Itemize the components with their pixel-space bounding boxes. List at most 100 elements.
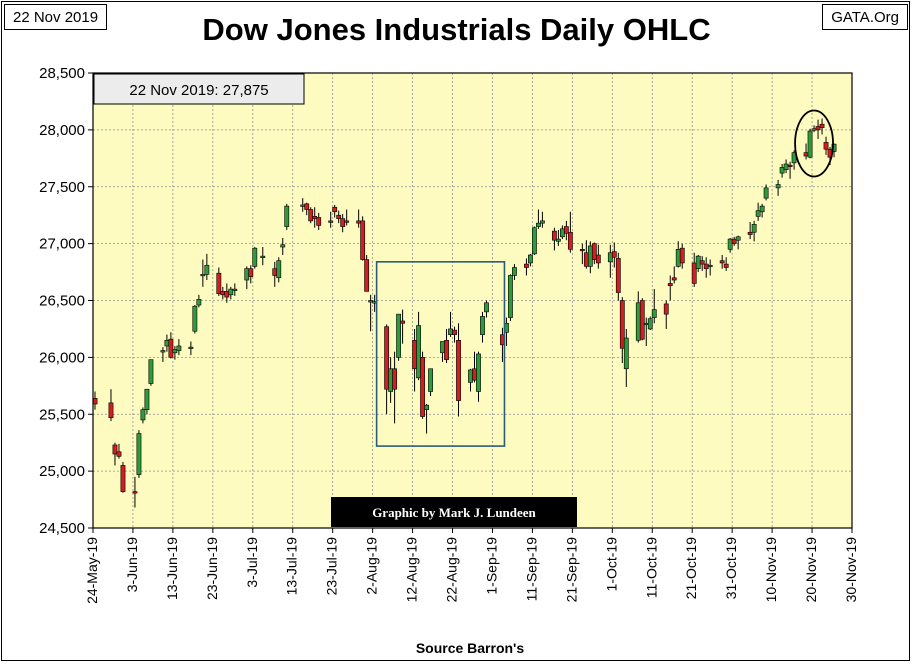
candle-body	[368, 300, 374, 303]
x-tick-label: 12-Aug-19	[404, 537, 420, 603]
down-candle	[719, 255, 725, 269]
candle-body	[248, 268, 254, 277]
candle-body	[747, 231, 753, 235]
candle-body	[607, 252, 613, 263]
candle-body	[336, 214, 342, 219]
candle-body	[328, 220, 334, 223]
candle-body	[228, 288, 234, 296]
x-tick-label: 13-Jul-19	[284, 537, 300, 596]
candle-body	[144, 388, 150, 411]
candle-body	[587, 245, 593, 267]
candle-body	[755, 210, 761, 217]
up-candle	[831, 143, 837, 158]
x-tick-label: 21-Oct-19	[683, 537, 699, 599]
candle-body	[815, 126, 821, 131]
candle-body	[703, 263, 709, 269]
down-candle	[563, 220, 569, 241]
candle-body	[332, 206, 338, 213]
candle-body	[779, 167, 785, 174]
candle-body	[196, 299, 202, 306]
candle-body	[675, 249, 681, 267]
candle-body	[524, 263, 529, 268]
candle-body	[360, 220, 366, 260]
x-tick-label: 1-Oct-19	[603, 537, 619, 592]
down-candle	[691, 252, 697, 287]
y-axis: 24,500 25,000 25,500 26,000 26,500 27,000 27,5…	[39, 65, 93, 537]
y-tick-label: 28,000	[39, 122, 85, 139]
up-candle	[192, 305, 198, 334]
candle-body	[532, 227, 537, 255]
candle-body	[340, 218, 346, 227]
candle-body	[699, 260, 705, 265]
x-tick-label: 23-Jul-19	[324, 537, 340, 596]
candle-body	[232, 288, 238, 291]
down-candle	[308, 207, 314, 224]
up-candle	[651, 289, 657, 324]
y-tick-label: 25,500	[39, 406, 85, 423]
candle-body	[416, 325, 421, 379]
candle-body	[759, 205, 765, 213]
candle-body	[671, 277, 677, 281]
x-tick-label: 30-Nov-19	[843, 537, 859, 603]
ohlc-bars	[92, 118, 837, 508]
candle-body	[160, 350, 166, 353]
up-candle	[647, 316, 653, 331]
up-candle	[735, 235, 741, 250]
up-candle	[532, 226, 537, 255]
up-candle	[172, 346, 178, 360]
candle-body	[448, 328, 453, 335]
candle-body	[707, 264, 713, 268]
candle-body	[468, 369, 473, 383]
candle-body	[364, 259, 370, 292]
candle-body	[555, 238, 561, 242]
up-candle	[484, 300, 489, 318]
candle-body	[480, 316, 485, 335]
y-tick-label: 25,000	[39, 463, 85, 480]
candle-body	[559, 228, 565, 238]
candle-body	[639, 300, 645, 340]
candle-body	[623, 337, 629, 370]
candle-body	[619, 300, 625, 349]
candle-body	[695, 255, 701, 269]
down-candle	[444, 328, 449, 364]
down-candle	[364, 255, 370, 292]
up-candle	[763, 184, 769, 201]
x-axis-label: Source Barron's	[415, 640, 525, 656]
credit-box: Graphic by Mark J. Lundeen	[331, 497, 577, 527]
down-candle	[120, 462, 126, 493]
highlight-circle	[794, 109, 834, 178]
up-candle	[540, 211, 545, 228]
up-candle	[727, 237, 733, 253]
candle-body	[188, 346, 194, 349]
candle-body	[148, 359, 154, 384]
down-candle	[679, 243, 685, 269]
down-candle	[112, 442, 118, 466]
candle-body	[567, 231, 573, 250]
candle-body	[428, 368, 433, 392]
candle-body	[508, 275, 513, 318]
down-candle	[132, 476, 138, 508]
up-candle	[144, 388, 150, 415]
up-candle	[200, 259, 206, 287]
x-tick-label: 31-Oct-19	[723, 537, 739, 599]
candle-body	[440, 341, 445, 354]
x-tick-label: 3-Jun-19	[124, 537, 140, 592]
up-candle	[276, 257, 282, 283]
candle-body	[224, 291, 230, 298]
candle-body	[192, 305, 198, 332]
x-tick-label: 3-Jul-19	[244, 537, 260, 588]
x-tick-label: 2-Aug-19	[364, 537, 380, 595]
candle-body	[667, 283, 673, 287]
candle-body	[751, 223, 757, 233]
up-candle	[204, 253, 210, 281]
down-candle	[787, 161, 793, 179]
candle-body	[787, 164, 793, 167]
up-candle	[260, 247, 266, 266]
x-tick-label: 1-Sep-19	[483, 537, 499, 595]
down-candle	[663, 300, 669, 329]
candle-body	[120, 465, 126, 492]
candle-body	[651, 309, 657, 318]
candle-body	[344, 220, 350, 223]
up-candle	[232, 283, 238, 296]
down-candle	[316, 212, 322, 230]
